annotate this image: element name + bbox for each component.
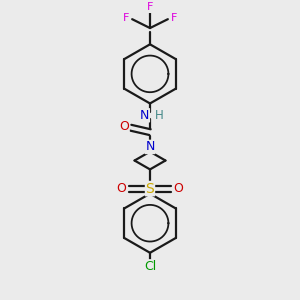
Text: H: H [155, 109, 164, 122]
Text: O: O [119, 120, 129, 133]
Text: S: S [146, 182, 154, 196]
Text: F: F [171, 13, 178, 23]
Text: F: F [147, 2, 153, 12]
Text: Cl: Cl [144, 260, 156, 273]
Text: O: O [116, 182, 126, 194]
Text: N: N [140, 109, 149, 122]
Text: N: N [145, 140, 155, 153]
Text: F: F [122, 13, 129, 23]
Text: O: O [174, 182, 184, 194]
